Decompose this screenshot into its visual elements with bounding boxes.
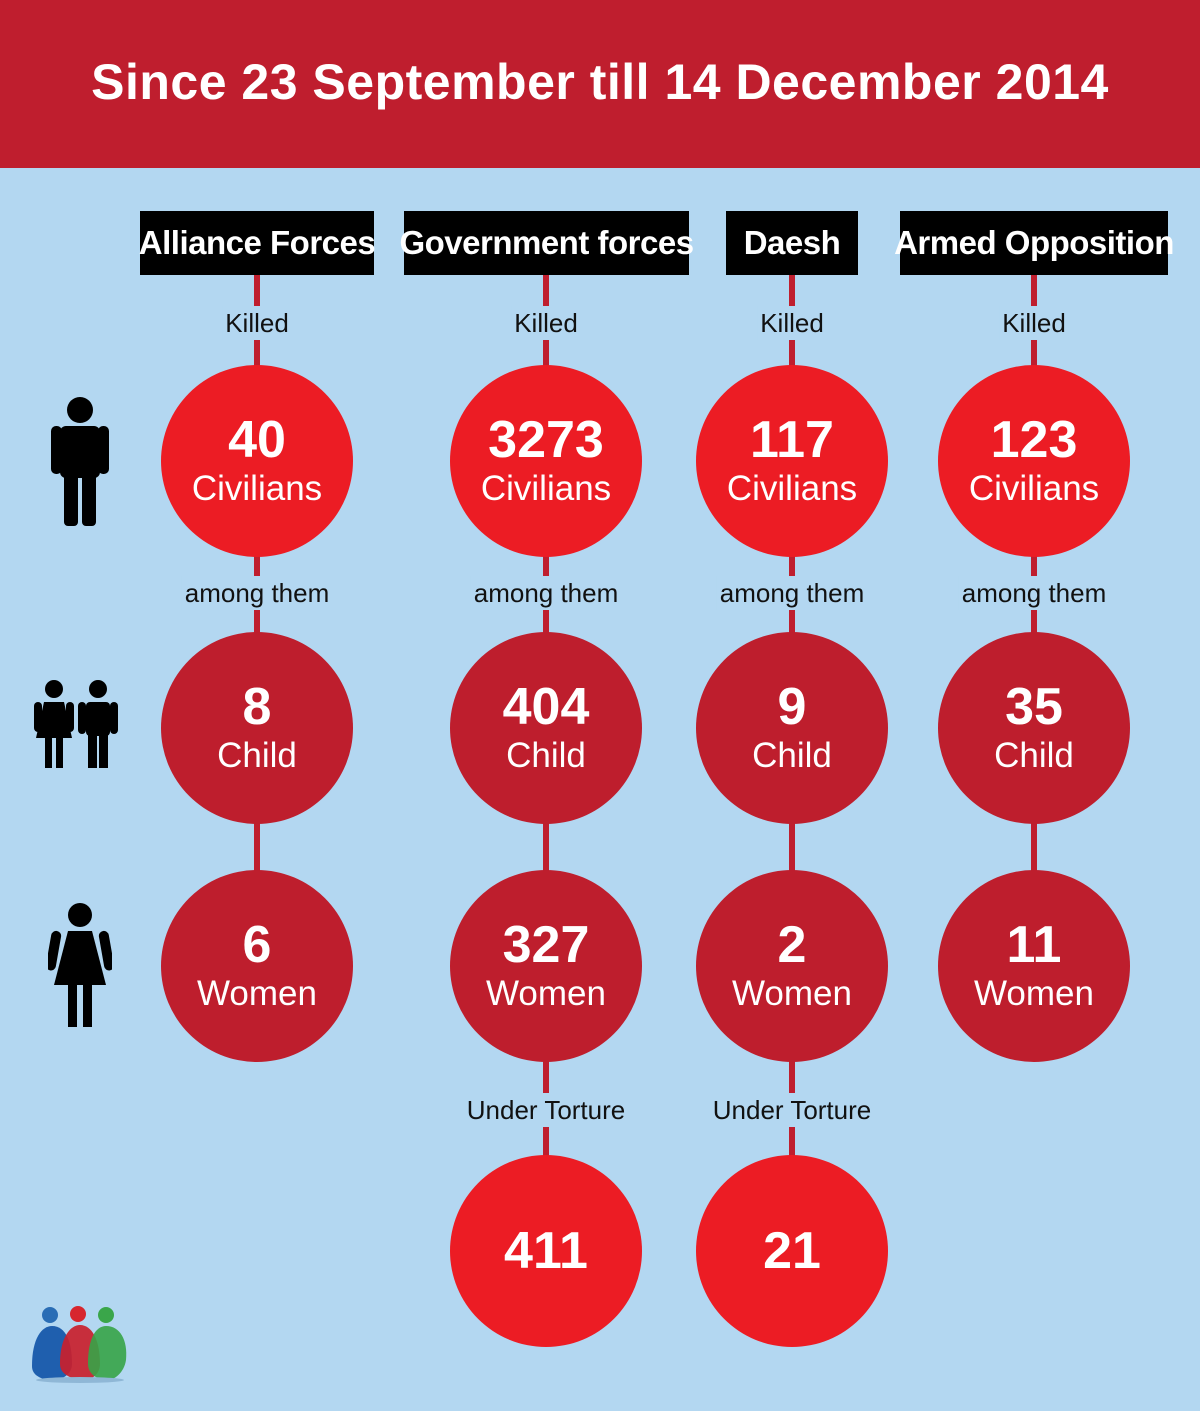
women-killed-circle: 11 Women [938,870,1130,1062]
torture-deaths-circle: 21 [696,1155,888,1347]
among-them-label: among them [181,576,333,610]
organization-logo [32,1306,127,1383]
women-killed-circle: 6 Women [161,870,353,1062]
woman-icon [48,903,112,1027]
civilians-killed-circle: 3273 Civilians [450,365,642,557]
group-label-alliance-forces: Alliance Forces [139,211,376,275]
civilians-killed-circle: 123 Civilians [938,365,1130,557]
among-them-label: among them [470,576,622,610]
under-torture-label: Under Torture [463,1093,629,1127]
children-killed-circle: 35 Child [938,632,1130,824]
among-them-label: among them [958,576,1110,610]
children-killed-circle: 9 Child [696,632,888,824]
civilians-killed-circle: 40 Civilians [161,365,353,557]
torture-deaths-circle: 411 [450,1155,642,1347]
under-torture-label: Under Torture [709,1093,875,1127]
children-killed-circle: 404 Child [450,632,642,824]
women-killed-circle: 2 Women [696,870,888,1062]
group-label-government-forces: Government forces [399,211,694,275]
killed-label: Killed [757,306,827,340]
women-killed-circle: 327 Women [450,870,642,1062]
man-icon [51,397,109,526]
group-label-daesh: Daesh [726,211,858,275]
civilians-killed-circle: 117 Civilians [696,365,888,557]
killed-label: Killed [511,306,581,340]
killed-label: Killed [222,306,292,340]
group-label-armed-opposition: Armed Opposition [894,211,1174,275]
header-banner: Since 23 September till 14 December 2014 [0,0,1200,168]
among-them-label: among them [716,576,868,610]
children-killed-circle: 8 Child [161,632,353,824]
page-title: Since 23 September till 14 December 2014 [91,54,1109,110]
killed-label: Killed [999,306,1069,340]
children-icon [34,680,118,768]
